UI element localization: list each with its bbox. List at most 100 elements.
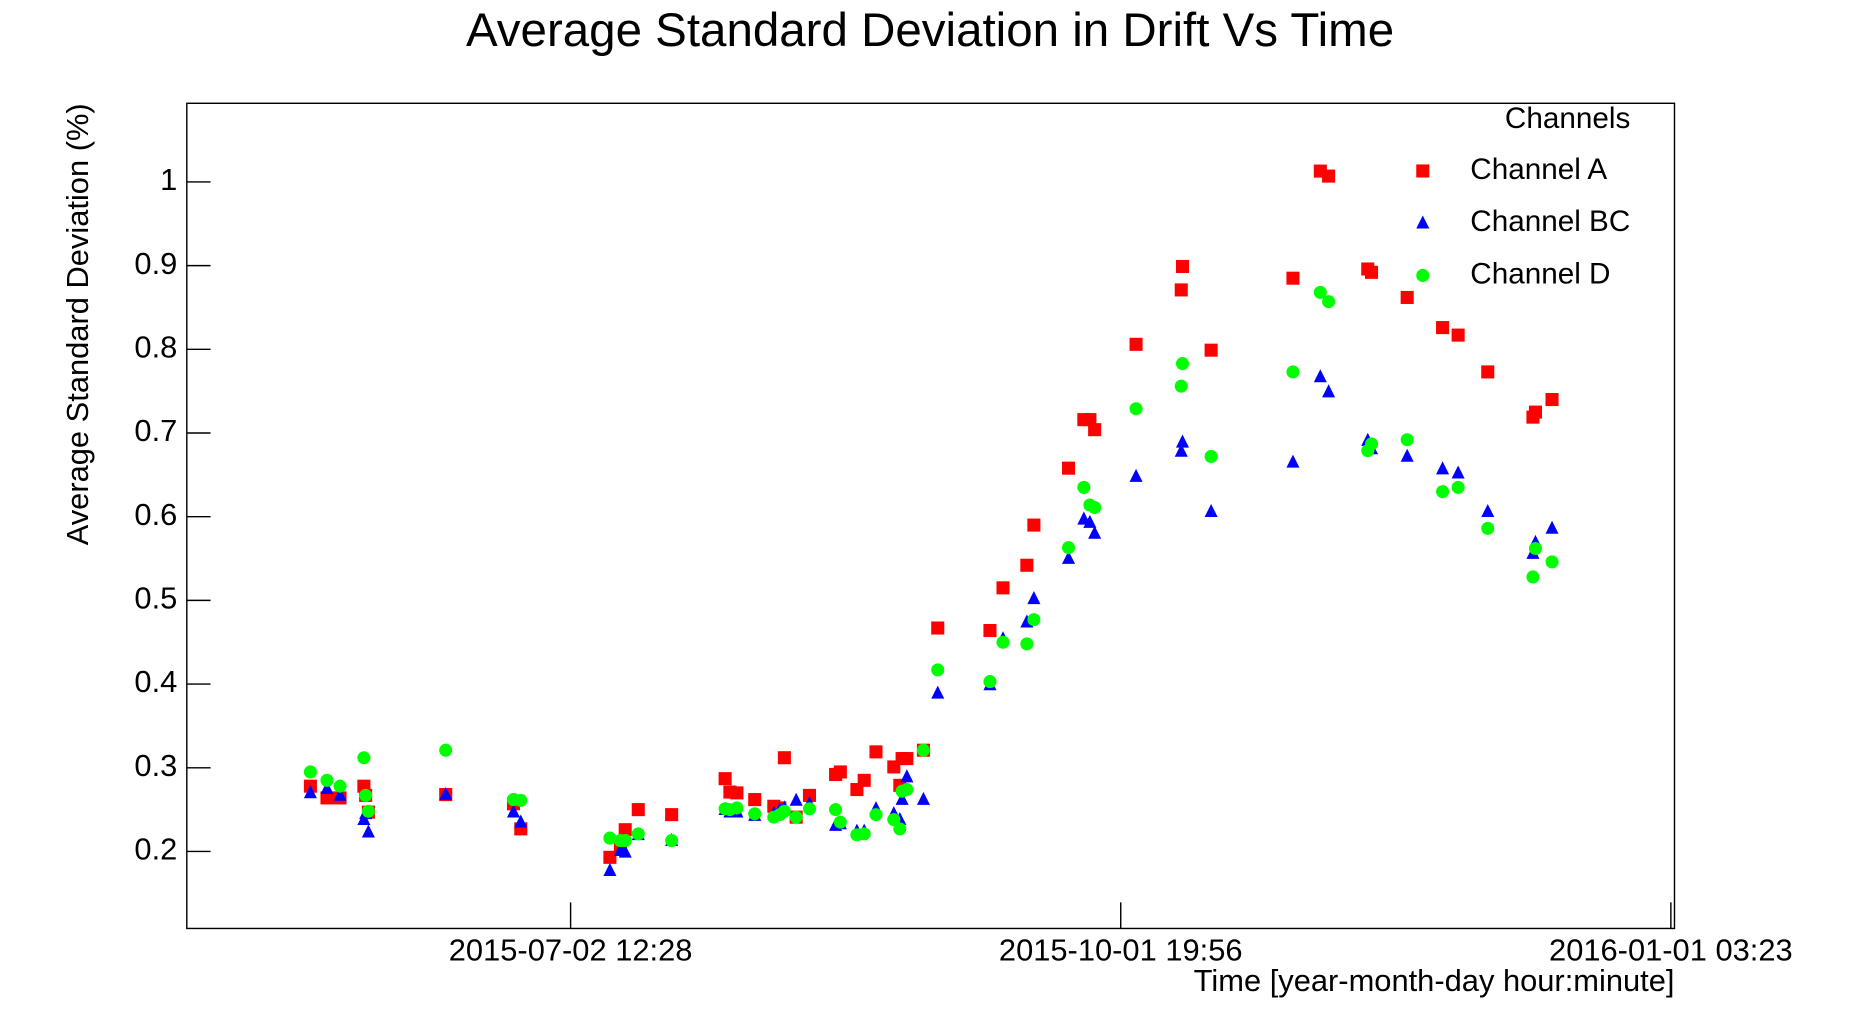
y-tick-label: 0.2 — [134, 832, 177, 867]
marker-triangle — [1129, 468, 1143, 482]
y-tick-label: 0.6 — [134, 497, 177, 532]
marker-circle — [1027, 613, 1041, 627]
marker-triangle — [1175, 434, 1190, 448]
marker-square — [777, 751, 791, 765]
y-tick-label: 0.8 — [134, 329, 177, 364]
marker-square — [1528, 405, 1542, 419]
marker-square — [1204, 343, 1218, 357]
marker-circle — [359, 788, 373, 802]
marker-circle — [1436, 485, 1450, 499]
marker-triangle — [514, 814, 528, 828]
marker-circle — [1088, 500, 1102, 515]
marker-triangle — [320, 780, 334, 795]
marker-triangle — [789, 792, 803, 806]
marker-square — [718, 772, 732, 786]
marker-triangle — [506, 804, 521, 818]
marker-triangle — [1451, 465, 1465, 479]
marker-triangle — [1088, 525, 1102, 539]
marker-circle — [916, 743, 930, 757]
x-tick-label: 2016-01-01 03:23 — [1549, 932, 1793, 967]
marker-circle — [320, 773, 334, 787]
marker-square — [996, 581, 1010, 595]
marker-square — [631, 803, 645, 817]
marker-triangle — [1286, 454, 1300, 468]
marker-circle — [983, 675, 997, 689]
marker-circle — [1322, 295, 1336, 309]
marker-square — [1027, 518, 1041, 532]
marker-circle — [1077, 480, 1091, 494]
y-tick-label: 1 — [160, 162, 177, 197]
marker-circle — [357, 751, 371, 765]
marker-square — [983, 623, 997, 638]
y-tick-label: 0.9 — [134, 246, 177, 281]
marker-circle — [665, 834, 679, 848]
marker-circle — [1129, 402, 1143, 416]
marker-square — [1322, 169, 1336, 183]
marker-triangle — [333, 787, 347, 801]
marker-circle — [631, 827, 645, 841]
marker-triangle — [1174, 443, 1188, 457]
y-tick-label: 0.7 — [134, 413, 177, 448]
marker-square — [320, 791, 334, 805]
marker-circle — [893, 822, 907, 836]
y-tick-label: 0.3 — [134, 748, 177, 783]
marker-circle — [1400, 433, 1414, 447]
plot-frame — [186, 102, 1676, 930]
marker-circle — [777, 804, 791, 818]
marker-triangle — [1083, 514, 1097, 528]
marker-square — [802, 788, 816, 802]
marker-circle — [514, 793, 528, 807]
marker-triangle — [1322, 384, 1336, 398]
marker-circle — [1204, 449, 1218, 463]
marker-triangle — [895, 791, 909, 805]
marker-circle — [887, 813, 901, 827]
marker-square — [1436, 321, 1450, 335]
y-tick-label: 0.5 — [134, 581, 177, 616]
y-tick-label: 0.4 — [134, 664, 177, 699]
marker-triangle — [1545, 520, 1559, 534]
marker-circle — [333, 779, 347, 793]
marker-circle — [1481, 521, 1495, 535]
marker-square — [869, 745, 883, 759]
marker-triangle — [1400, 448, 1414, 462]
marker-circle — [1062, 541, 1076, 555]
marker-square — [1400, 290, 1414, 304]
legend-title: Channels — [1505, 102, 1630, 135]
legend-marker — [1416, 215, 1430, 229]
marker-circle — [1175, 357, 1190, 371]
marker-square — [1175, 259, 1190, 274]
marker-square — [931, 621, 945, 635]
marker-circle — [439, 743, 453, 757]
marker-square — [1174, 283, 1188, 297]
marker-circle — [1451, 480, 1465, 494]
chart-title: Average Standard Deviation in Drift Vs T… — [466, 4, 1394, 57]
marker-square — [748, 793, 762, 807]
marker-circle — [802, 802, 816, 816]
marker-circle — [931, 663, 945, 677]
legend-label: Channel BC — [1470, 205, 1630, 238]
y-axis-label: Average Standard Deviation (%) — [60, 103, 95, 545]
marker-triangle — [1313, 369, 1327, 383]
marker-triangle — [1062, 550, 1076, 564]
marker-square — [900, 752, 914, 766]
marker-circle — [900, 783, 914, 797]
marker-triangle — [916, 791, 930, 805]
marker-circle — [603, 831, 617, 845]
marker-triangle — [439, 786, 453, 800]
marker-circle — [996, 635, 1010, 649]
marker-circle — [730, 801, 744, 815]
marker-square — [665, 808, 679, 822]
marker-circle — [1528, 541, 1542, 556]
marker-circle — [829, 803, 843, 817]
x-tick-label: 2015-10-01 19:56 — [999, 932, 1243, 967]
marker-square — [1365, 265, 1379, 279]
legend-marker — [1416, 268, 1430, 282]
marker-circle — [1365, 437, 1379, 451]
marker-triangle — [1481, 503, 1495, 518]
marker-circle — [1020, 637, 1034, 651]
marker-triangle — [603, 862, 617, 877]
legend-label: Channel A — [1470, 153, 1607, 186]
marker-triangle — [931, 685, 945, 699]
marker-circle — [857, 827, 871, 841]
